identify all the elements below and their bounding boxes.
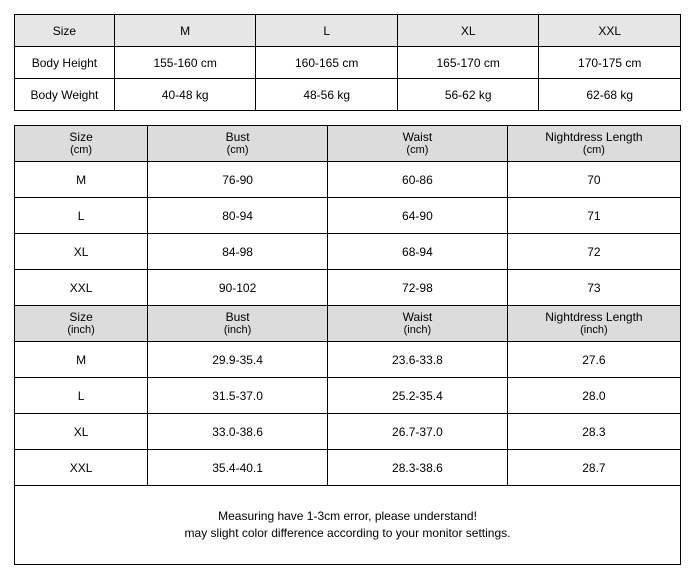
- cell: 160-165 cm: [256, 47, 398, 79]
- cell-bust: 29.9-35.4: [148, 342, 328, 378]
- col-header: XL: [397, 15, 539, 47]
- cell-bust: 90-102: [148, 270, 328, 306]
- cell: 165-170 cm: [397, 47, 539, 79]
- cell-size: XL: [15, 414, 148, 450]
- cell: 56-62 kg: [397, 79, 539, 111]
- cell-length: 28.3: [507, 414, 680, 450]
- cell-bust: 84-98: [148, 234, 328, 270]
- cell-size: M: [15, 162, 148, 198]
- cell: 155-160 cm: [114, 47, 256, 79]
- cell-waist: 60-86: [328, 162, 508, 198]
- footer-line2: may slight color difference according to…: [185, 526, 511, 540]
- cell-size: XXL: [15, 270, 148, 306]
- cell-length: 71: [507, 198, 680, 234]
- cell-size: XXL: [15, 450, 148, 486]
- cell-size: XL: [15, 234, 148, 270]
- col-header: Nightdress Length(inch): [507, 306, 680, 342]
- cell: 48-56 kg: [256, 79, 398, 111]
- cell-waist: 23.6-33.8: [328, 342, 508, 378]
- size-guide-table: Size M L XL XXL Body Height 155-160 cm 1…: [14, 14, 681, 111]
- table-row: L 80-94 64-90 71: [15, 198, 681, 234]
- cell-waist: 72-98: [328, 270, 508, 306]
- table-row: Body Weight 40-48 kg 48-56 kg 56-62 kg 6…: [15, 79, 681, 111]
- col-header: M: [114, 15, 256, 47]
- cell-length: 70: [507, 162, 680, 198]
- table-row: M 29.9-35.4 23.6-33.8 27.6: [15, 342, 681, 378]
- cell-waist: 64-90: [328, 198, 508, 234]
- row-label: Body Weight: [15, 79, 115, 111]
- table-row: XL 33.0-38.6 26.7-37.0 28.3: [15, 414, 681, 450]
- col-header: Nightdress Length(cm): [507, 126, 680, 162]
- cell: 62-68 kg: [539, 79, 681, 111]
- cell-length: 28.7: [507, 450, 680, 486]
- footer-line1: Measuring have 1-3cm error, please under…: [218, 509, 477, 523]
- col-header: Size(inch): [15, 306, 148, 342]
- col-header: Bust(inch): [148, 306, 328, 342]
- cell-length: 72: [507, 234, 680, 270]
- cell-size: L: [15, 198, 148, 234]
- cell-bust: 76-90: [148, 162, 328, 198]
- table-row: M 76-90 60-86 70: [15, 162, 681, 198]
- col-header: Size: [15, 15, 115, 47]
- col-header: L: [256, 15, 398, 47]
- cell-length: 73: [507, 270, 680, 306]
- col-header: Waist(inch): [328, 306, 508, 342]
- cell-bust: 35.4-40.1: [148, 450, 328, 486]
- table-row: Body Height 155-160 cm 160-165 cm 165-17…: [15, 47, 681, 79]
- footer-note: Measuring have 1-3cm error, please under…: [14, 486, 681, 565]
- cell-waist: 26.7-37.0: [328, 414, 508, 450]
- col-header: Bust(cm): [148, 126, 328, 162]
- table-row: XXL 35.4-40.1 28.3-38.6 28.7: [15, 450, 681, 486]
- cell-bust: 31.5-37.0: [148, 378, 328, 414]
- cell-waist: 68-94: [328, 234, 508, 270]
- col-header: Waist(cm): [328, 126, 508, 162]
- cell-bust: 33.0-38.6: [148, 414, 328, 450]
- table-row: XXL 90-102 72-98 73: [15, 270, 681, 306]
- cell: 40-48 kg: [114, 79, 256, 111]
- table-row: XL 84-98 68-94 72: [15, 234, 681, 270]
- cell-bust: 80-94: [148, 198, 328, 234]
- table-header-row-inch: Size(inch) Bust(inch) Waist(inch) Nightd…: [15, 306, 681, 342]
- col-header: Size(cm): [15, 126, 148, 162]
- cell-size: L: [15, 378, 148, 414]
- cell-size: M: [15, 342, 148, 378]
- cell-length: 27.6: [507, 342, 680, 378]
- cell-length: 28.0: [507, 378, 680, 414]
- col-header: XXL: [539, 15, 681, 47]
- cell-waist: 25.2-35.4: [328, 378, 508, 414]
- table-row: L 31.5-37.0 25.2-35.4 28.0: [15, 378, 681, 414]
- cell-waist: 28.3-38.6: [328, 450, 508, 486]
- table-header-row-cm: Size(cm) Bust(cm) Waist(cm) Nightdress L…: [15, 126, 681, 162]
- row-label: Body Height: [15, 47, 115, 79]
- table-header-row: Size M L XL XXL: [15, 15, 681, 47]
- cell: 170-175 cm: [539, 47, 681, 79]
- measurements-table: Size(cm) Bust(cm) Waist(cm) Nightdress L…: [14, 125, 681, 486]
